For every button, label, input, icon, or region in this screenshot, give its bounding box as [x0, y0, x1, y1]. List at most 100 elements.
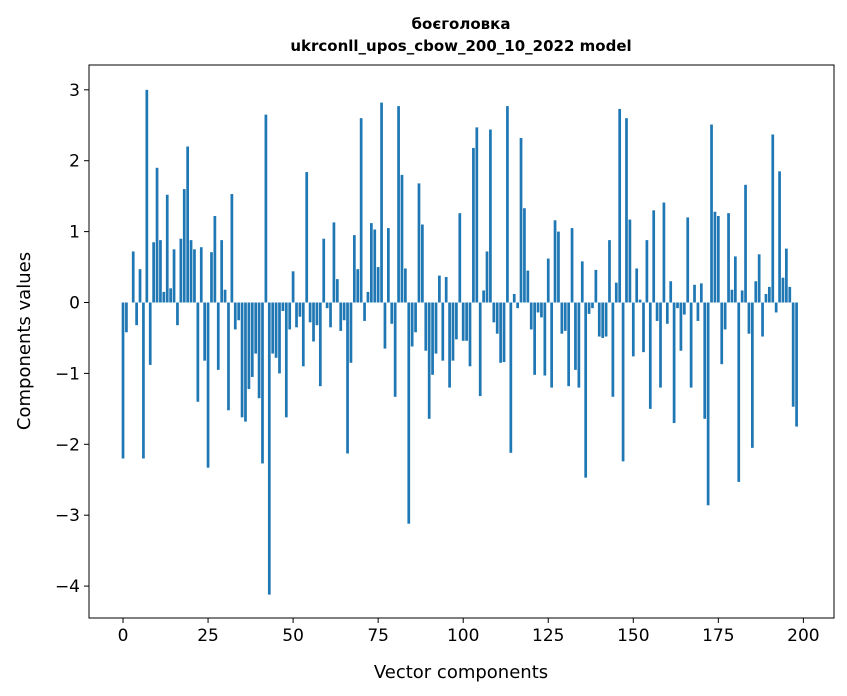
bar — [655, 302, 659, 321]
bar — [768, 286, 771, 303]
bar — [434, 302, 438, 354]
x-tick-label: 125 — [532, 626, 564, 646]
bar — [489, 129, 492, 303]
bar — [387, 228, 390, 303]
bar — [261, 302, 264, 464]
bar — [716, 216, 720, 303]
bar — [380, 102, 383, 303]
bar — [635, 268, 639, 303]
bar — [659, 302, 662, 388]
bar — [267, 302, 271, 595]
bar — [159, 240, 162, 303]
bar — [516, 302, 519, 309]
bar — [733, 256, 737, 303]
bar — [322, 238, 326, 303]
bar — [298, 302, 302, 317]
bar — [220, 240, 224, 303]
bar — [628, 219, 632, 303]
bar — [764, 294, 768, 303]
bar — [152, 242, 155, 303]
bar — [638, 299, 642, 303]
bar — [329, 302, 332, 328]
bar — [291, 271, 295, 303]
bar — [131, 251, 135, 303]
bar — [523, 208, 526, 303]
bar — [482, 290, 485, 303]
bar — [206, 302, 210, 468]
bar — [369, 223, 373, 303]
bar — [563, 302, 567, 331]
bar — [237, 302, 241, 321]
bar — [431, 302, 434, 375]
bar — [305, 172, 309, 303]
bar — [397, 106, 400, 303]
bar — [278, 302, 281, 374]
bar — [788, 286, 792, 303]
bar — [172, 249, 176, 303]
bar — [594, 269, 598, 303]
bar — [672, 302, 676, 424]
bar — [169, 288, 172, 303]
bar — [417, 183, 421, 303]
bar — [244, 302, 247, 422]
x-tick-label: 75 — [367, 626, 389, 646]
bar — [421, 224, 424, 303]
bar — [529, 302, 533, 330]
bar — [601, 302, 605, 338]
bar — [771, 134, 775, 303]
bar — [584, 302, 588, 478]
bar — [543, 302, 547, 376]
bar — [614, 282, 618, 303]
bar — [778, 171, 781, 303]
y-axis-label: Components values — [14, 252, 35, 430]
x-tick-label: 50 — [282, 626, 304, 646]
bar — [795, 302, 798, 427]
x-tick-label: 150 — [617, 626, 649, 646]
bar — [502, 302, 506, 363]
bar — [366, 291, 370, 303]
bar — [699, 283, 703, 303]
bar — [737, 302, 741, 482]
bar — [475, 127, 479, 303]
bar — [604, 302, 608, 337]
x-tick-label: 25 — [197, 626, 219, 646]
bar — [519, 138, 523, 303]
bar — [652, 210, 656, 303]
bar — [335, 279, 339, 303]
bar — [359, 118, 363, 303]
bar — [727, 213, 730, 303]
bar — [210, 252, 213, 303]
bar — [356, 269, 360, 303]
bar — [186, 146, 190, 303]
plot-frame — [88, 64, 835, 619]
bar — [189, 240, 193, 303]
bar — [121, 302, 125, 459]
bar — [247, 302, 251, 389]
y-tick-label: 2 — [69, 152, 80, 172]
bar — [390, 302, 394, 324]
bar — [665, 302, 669, 324]
bar — [785, 248, 788, 303]
bar — [451, 302, 455, 361]
bar — [631, 302, 635, 357]
bar — [621, 302, 625, 462]
bar — [611, 302, 615, 397]
bar — [142, 302, 145, 459]
bar — [536, 302, 540, 313]
bar — [557, 231, 560, 303]
bar — [312, 302, 315, 342]
bar — [404, 268, 407, 303]
bar — [376, 267, 380, 303]
bar — [199, 247, 203, 303]
bar — [751, 302, 754, 448]
bar — [570, 228, 574, 303]
bar — [693, 284, 696, 303]
bar — [301, 302, 305, 367]
chart-title: боєголовка — [412, 15, 511, 33]
bar — [125, 302, 128, 333]
y-axis-ticks: 3 2 1 0 −1 −2 −3 −4 — [55, 81, 89, 597]
bar — [339, 302, 343, 331]
bar — [315, 302, 319, 326]
